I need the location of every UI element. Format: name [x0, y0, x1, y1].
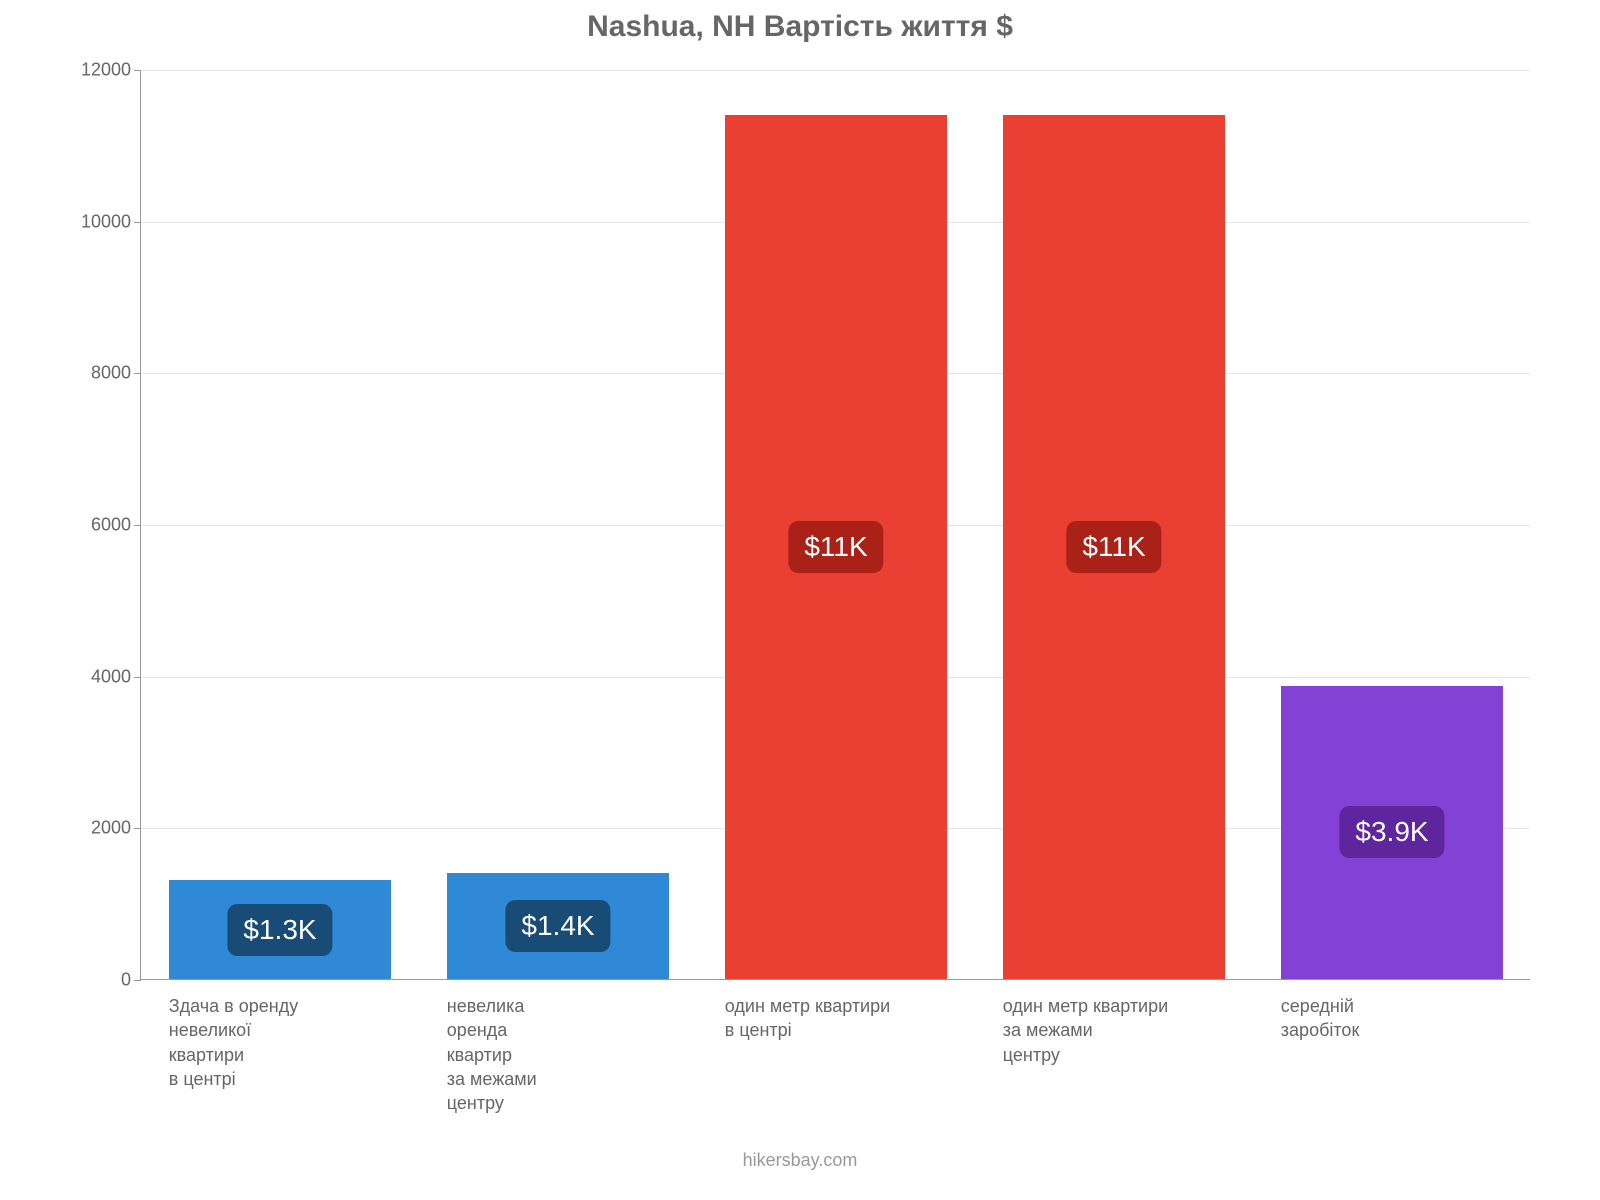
ytick-label: 10000	[81, 211, 131, 232]
ytick-mark	[134, 525, 141, 526]
ytick-mark	[134, 677, 141, 678]
ytick-label: 6000	[91, 515, 131, 536]
bar-value-label: $11K	[1066, 521, 1161, 573]
ytick-label: 8000	[91, 363, 131, 384]
xtick-label: невеликаорендаквартирза межамицентру	[447, 994, 669, 1115]
bar: $1.3K	[169, 880, 391, 979]
chart-title: Nashua, NH Вартість життя $	[50, 10, 1550, 44]
bar: $11K	[725, 115, 947, 980]
gridline	[141, 70, 1530, 71]
bar: $3.9K	[1281, 686, 1503, 979]
bar-value-label: $1.4K	[505, 900, 610, 952]
bar-value-label: $3.9K	[1339, 806, 1444, 858]
bar-value-label: $11K	[788, 521, 883, 573]
ytick-label: 12000	[81, 60, 131, 81]
xtick-label: середнійзаробіток	[1281, 994, 1503, 1043]
ytick-mark	[134, 222, 141, 223]
bar: $1.4K	[447, 873, 669, 979]
ytick-mark	[134, 70, 141, 71]
bar: $11K	[1003, 115, 1225, 980]
chart-container: Nashua, NH Вартість життя $ 020004000600…	[50, 10, 1550, 1190]
ytick-label: 0	[121, 970, 131, 991]
xtick-label: Здача в орендуневеликоїквартирив центрі	[169, 994, 391, 1091]
ytick-label: 2000	[91, 818, 131, 839]
ytick-mark	[134, 980, 141, 981]
plot-area: 020004000600080001000012000$1.3KЗдача в …	[140, 70, 1530, 980]
ytick-label: 4000	[91, 666, 131, 687]
bar-value-label: $1.3K	[227, 904, 332, 956]
ytick-mark	[134, 828, 141, 829]
xtick-label: один метр квартириза межамицентру	[1003, 994, 1225, 1067]
chart-footer: hikersbay.com	[50, 1150, 1550, 1171]
xtick-label: один метр квартирив центрі	[725, 994, 947, 1043]
ytick-mark	[134, 373, 141, 374]
